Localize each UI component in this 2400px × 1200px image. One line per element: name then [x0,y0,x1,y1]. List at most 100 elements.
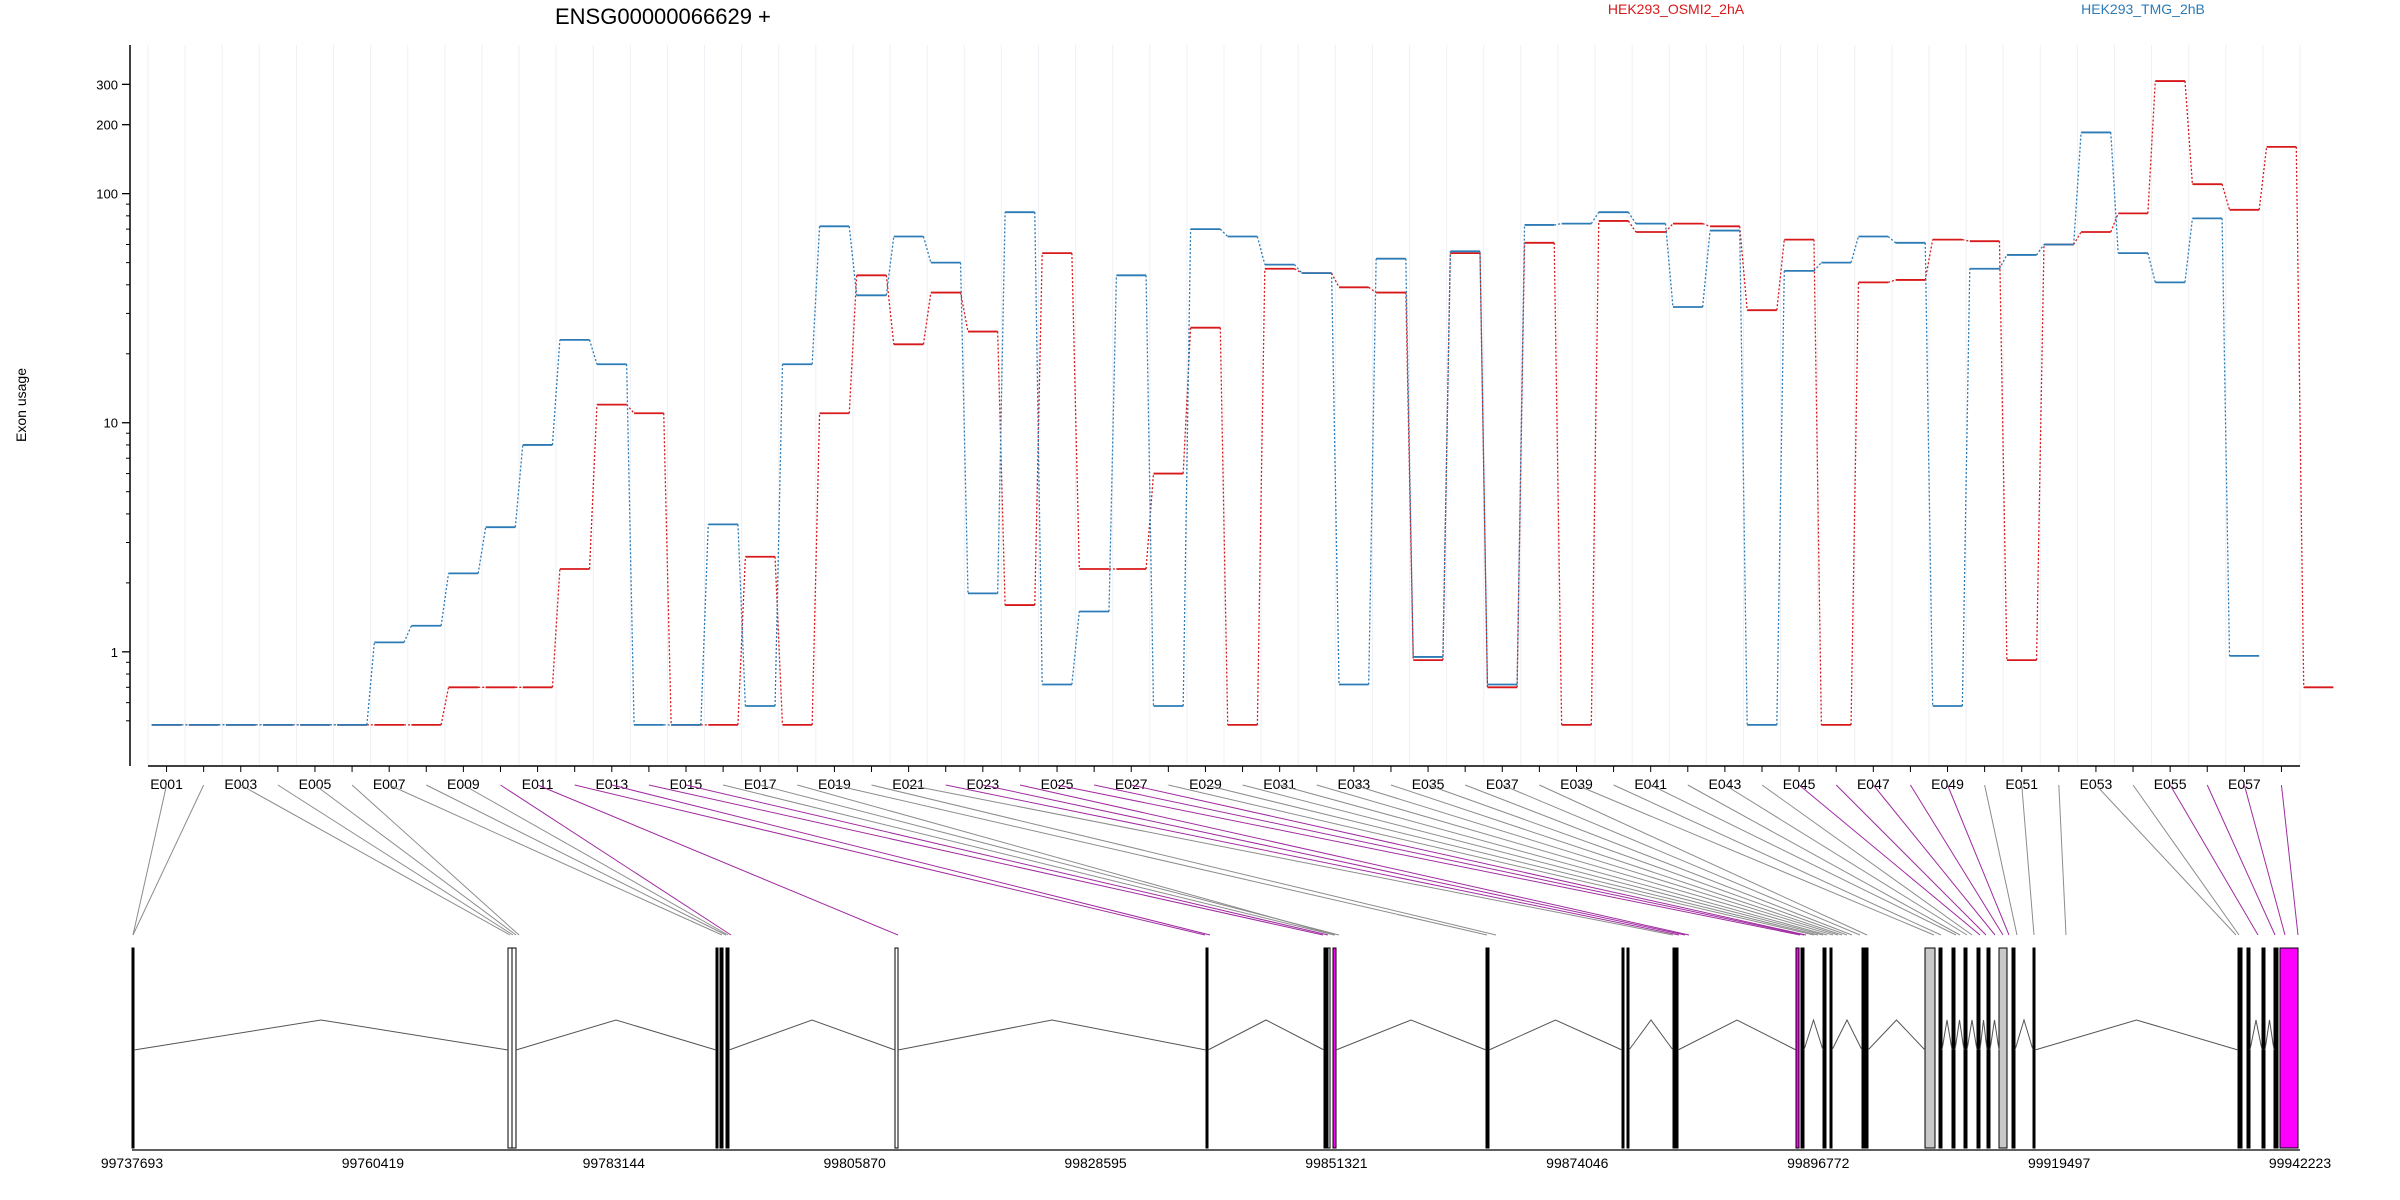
step-connector [1256,268,1266,725]
step-connector [1702,222,1711,227]
x-tick-label: E029 [1189,776,1222,792]
step-connector [1071,253,1080,569]
step-connector [1961,268,1971,707]
genomic-axis-label: 99942223 [2269,1155,2332,1171]
exon-connector [1056,784,1801,936]
exon-connectors [132,784,2299,936]
step-connector [1330,273,1340,685]
exon-connector [500,784,732,936]
exon-connector [797,784,1336,936]
step-connector [1887,279,1896,283]
intron-line [515,1019,717,1051]
exon-connector [351,784,520,936]
step-connector [1998,254,2008,270]
exon-block [1205,947,1209,1149]
step-connector [1479,251,1489,685]
exon-block [1963,947,1968,1149]
exon-connector [1984,784,2018,936]
y-axis-label: Exon usage [13,368,29,442]
step-connector [811,226,821,365]
step-connector [1405,292,1414,661]
intron-line [1966,1019,1978,1051]
step-connector [774,556,784,725]
exon-connector [871,784,1497,936]
step-connector [922,292,932,345]
x-tick-label: E009 [447,776,480,792]
exon-connector [1464,784,1853,936]
exon-connector [463,784,729,936]
exon-connector [1909,784,2004,936]
x-tick-label: E003 [224,776,257,792]
y-tick-label: 1 [111,645,118,660]
genomic-axis-label: 99851321 [1305,1155,1368,1171]
step-connector [1182,229,1192,707]
exon-block [1621,947,1625,1149]
step-connector [588,404,598,569]
exon-connector [1576,784,1935,936]
exon-connector [2169,784,2259,936]
x-tick-label: E005 [299,776,332,792]
intron-line [133,1019,509,1051]
exon-connector [1761,784,1973,936]
step-connector [885,275,895,345]
x-tick-label: E013 [595,776,628,792]
exon-connector [2243,784,2286,936]
step-connector [2035,244,2045,661]
exon-connector [132,784,168,936]
x-tick-label: E057 [2228,776,2261,792]
x-tick-label: E055 [2154,776,2187,792]
intron-line [1335,1019,1487,1051]
x-tick-label: E027 [1115,776,1148,792]
exon-connector [1835,784,1987,936]
exon-connector [426,784,727,936]
x-tick-label: E053 [2080,776,2113,792]
step-connector [588,339,598,365]
exon-block [894,947,899,1149]
exon-block [719,947,724,1149]
step-connector [2258,146,2268,210]
exon-connector [982,784,1686,936]
exon-connector [240,784,511,936]
step-connector [2073,231,2082,245]
y-tick-label: 300 [96,77,118,92]
genomic-axis-label: 99919497 [2028,1155,2091,1171]
intron-line [1677,1019,1797,1051]
genomic-axis-label: 99760419 [342,1155,405,1171]
x-tick-label: E031 [1263,776,1296,792]
exon-connector [1279,784,1828,936]
y-tick-label: 100 [96,187,118,202]
exon-connector [685,784,1329,936]
exon-block [715,947,719,1149]
exon-block [1865,947,1869,1149]
x-tick-label: E007 [373,776,406,792]
exon-block [507,947,513,1149]
x-tick-label: E033 [1338,776,1371,792]
exon-connector [277,784,514,936]
legend-label-series-a: HEK293_OSMI2_2hA [1608,1,1745,17]
grid-lines [147,45,2301,766]
y-tick-label: 10 [104,416,118,431]
step-connector [1701,230,1711,308]
genomic-axis-label: 99896772 [1787,1155,1850,1171]
step-connector [551,339,561,445]
step-connector [1479,253,1489,688]
step-connector [848,226,858,296]
step-connector [1553,242,1563,725]
intron-line [2014,1018,2034,1051]
exon-connector [1427,784,1848,936]
step-connector [2184,218,2194,283]
exon-block [2011,947,2016,1149]
exon-block [2279,947,2299,1149]
step-connector [1813,262,1822,272]
intron-line [728,1019,896,1051]
step-connector [2184,81,2194,185]
exon-connector [908,784,1674,936]
genomic-axis: 99737693 99760419 99783144 99805870 99828595… [101,1149,2332,1171]
step-connector [366,642,375,725]
step-connector [2147,252,2156,283]
series-lines [151,80,2334,726]
exon-block [1976,947,1981,1149]
step-connector [1219,228,1229,237]
exon-block [2246,947,2251,1149]
step-connector [1071,611,1080,685]
